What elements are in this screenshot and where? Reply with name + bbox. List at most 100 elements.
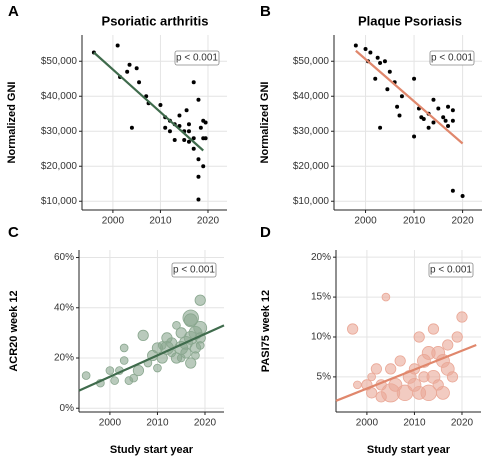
trend-line (355, 49, 464, 145)
bubble (185, 357, 197, 369)
point (450, 108, 455, 113)
point (167, 129, 172, 134)
point (186, 139, 191, 144)
bubble (110, 376, 119, 385)
bubble (370, 363, 383, 375)
panel-letter: B (260, 3, 271, 20)
point (203, 136, 208, 141)
x-tick-label: 2010 (149, 216, 172, 227)
point (134, 66, 139, 71)
y-tick-label: $10,000 (41, 196, 78, 207)
x-tick-label: 2010 (146, 418, 169, 429)
point (129, 125, 134, 130)
annotation-box (174, 50, 220, 66)
point (426, 125, 431, 130)
point (184, 108, 189, 113)
bubble (381, 292, 391, 302)
point (436, 106, 441, 111)
point (378, 61, 383, 65)
point (397, 113, 402, 118)
bubble (119, 343, 129, 353)
y-tick-label: 60% (54, 252, 74, 263)
panel-title: Psoriatic arthritis (102, 13, 209, 28)
x-tick-label: 2000 (356, 418, 379, 429)
bubble (436, 385, 450, 400)
y-tick-label: $50,000 (293, 56, 330, 67)
point (441, 115, 446, 120)
y-tick-label: $20,000 (293, 161, 330, 172)
point (446, 124, 451, 128)
point (443, 118, 448, 123)
point (177, 113, 182, 118)
bubble (194, 294, 206, 306)
point (431, 97, 436, 102)
point (373, 76, 378, 81)
x-tick-label: 2020 (451, 216, 474, 227)
x-tick-label: 2020 (451, 418, 474, 429)
point (203, 120, 208, 125)
bubble (81, 371, 91, 380)
annotation: p < 0.001 (431, 53, 473, 64)
x-tick-label: 2000 (354, 216, 377, 227)
y-tick-label: 40% (54, 302, 74, 313)
x-tick-label: 2020 (194, 418, 217, 429)
x-axis-label: Study start year (110, 444, 194, 456)
point (460, 194, 465, 198)
y-tick-label: $50,000 (41, 56, 78, 67)
y-tick-label: $30,000 (41, 126, 78, 137)
point (196, 174, 201, 179)
bubble (119, 356, 129, 365)
point (385, 87, 390, 92)
x-tick-label: 2010 (403, 216, 426, 227)
point (172, 138, 177, 142)
point (127, 62, 132, 67)
annotation: p < 0.001 (173, 265, 215, 276)
annotation-box (428, 262, 474, 278)
point (201, 164, 206, 169)
annotation-box (429, 50, 475, 66)
point (191, 80, 196, 85)
y-tick-label: 20% (54, 353, 74, 364)
x-tick-label: 2020 (197, 216, 220, 227)
bubble (195, 341, 205, 350)
y-tick-label: 5% (317, 372, 332, 383)
bubble (413, 331, 425, 343)
y-tick-label: $40,000 (41, 91, 78, 102)
point (446, 104, 451, 109)
point (137, 80, 142, 85)
point (375, 55, 380, 60)
point (399, 94, 404, 99)
y-tick-label: 10% (311, 332, 331, 343)
panel-letter: A (8, 3, 19, 20)
y-tick-label: 20% (311, 252, 331, 263)
point (191, 146, 196, 151)
point (431, 120, 436, 125)
bubble (353, 380, 362, 390)
point (450, 118, 455, 123)
point (412, 134, 417, 139)
point (378, 125, 383, 130)
y-tick-label: $10,000 (293, 196, 330, 207)
point (196, 157, 201, 162)
bubble (180, 347, 192, 359)
bubble (456, 311, 468, 323)
trend-line (335, 343, 477, 402)
annotation: p < 0.001 (430, 265, 472, 276)
bubble (191, 351, 200, 360)
y-tick-label: $30,000 (293, 126, 330, 137)
bubble (394, 355, 406, 367)
y-axis-label: Normalized GNI (6, 82, 18, 164)
point (125, 69, 130, 74)
y-tick-label: 0% (60, 403, 75, 414)
y-tick-label: $20,000 (41, 161, 78, 172)
y-axis-label: PASI75 week 12 (260, 290, 272, 372)
point (115, 43, 120, 48)
y-tick-label: 15% (311, 292, 331, 303)
trend-line (78, 324, 225, 392)
bubble (132, 364, 145, 377)
point (186, 129, 191, 134)
bubble (183, 313, 198, 328)
y-axis-label: Normalized GNI (259, 82, 271, 164)
x-tick-label: 2000 (102, 216, 125, 227)
point (182, 138, 187, 142)
